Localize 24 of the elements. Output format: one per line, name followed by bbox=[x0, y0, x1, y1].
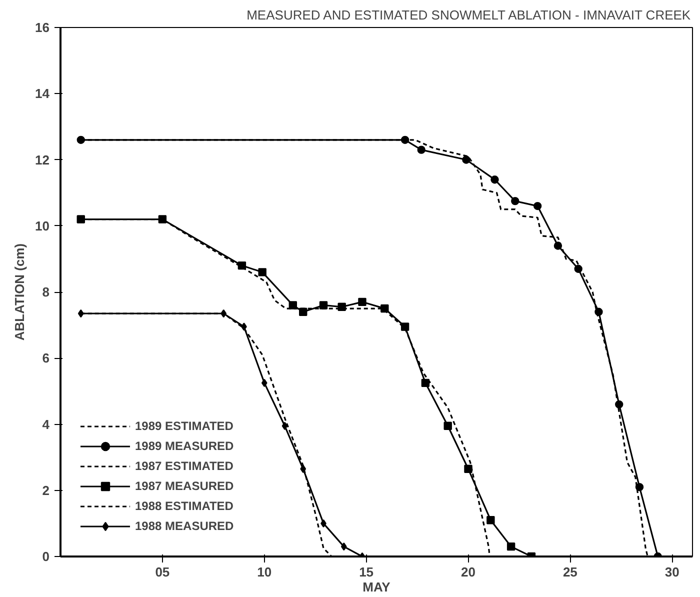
y-tick-label: 10 bbox=[35, 218, 50, 234]
y-tick-label: 16 bbox=[35, 20, 50, 35]
legend-label: 1987 MEASURED bbox=[135, 479, 234, 493]
x-axis-title: MAY bbox=[362, 580, 391, 594]
y-axis-title: ABLATION (cm) bbox=[12, 243, 28, 341]
x-tick-label: 20 bbox=[461, 564, 476, 580]
chart-title: MEASURED AND ESTIMATED SNOWMELT ABLATION - IMNAVAIT CREEK bbox=[246, 8, 691, 22]
y-tick-label: 0 bbox=[42, 549, 50, 564]
legend-label: 1988 MEASURED bbox=[135, 519, 234, 533]
x-tick-label: 30 bbox=[664, 564, 680, 580]
x-tick-label: 10 bbox=[257, 564, 272, 580]
y-tick-label: 8 bbox=[42, 284, 50, 300]
y-tick-label: 4 bbox=[42, 416, 50, 432]
x-tick-label: 15 bbox=[359, 564, 374, 580]
y-tick-label: 12 bbox=[35, 152, 50, 168]
legend-label: 1987 ESTIMATED bbox=[135, 459, 234, 473]
y-tick-label: 2 bbox=[42, 482, 50, 498]
y-tick-label: 6 bbox=[42, 350, 50, 366]
legend-label: 1989 ESTIMATED bbox=[135, 419, 234, 433]
x-tick-label: 25 bbox=[562, 564, 578, 580]
legend-label: 1989 MEASURED bbox=[135, 439, 234, 453]
y-tick-label: 14 bbox=[35, 86, 50, 102]
x-tick-label: 05 bbox=[155, 564, 170, 580]
legend-label: 1988 ESTIMATED bbox=[135, 499, 234, 513]
